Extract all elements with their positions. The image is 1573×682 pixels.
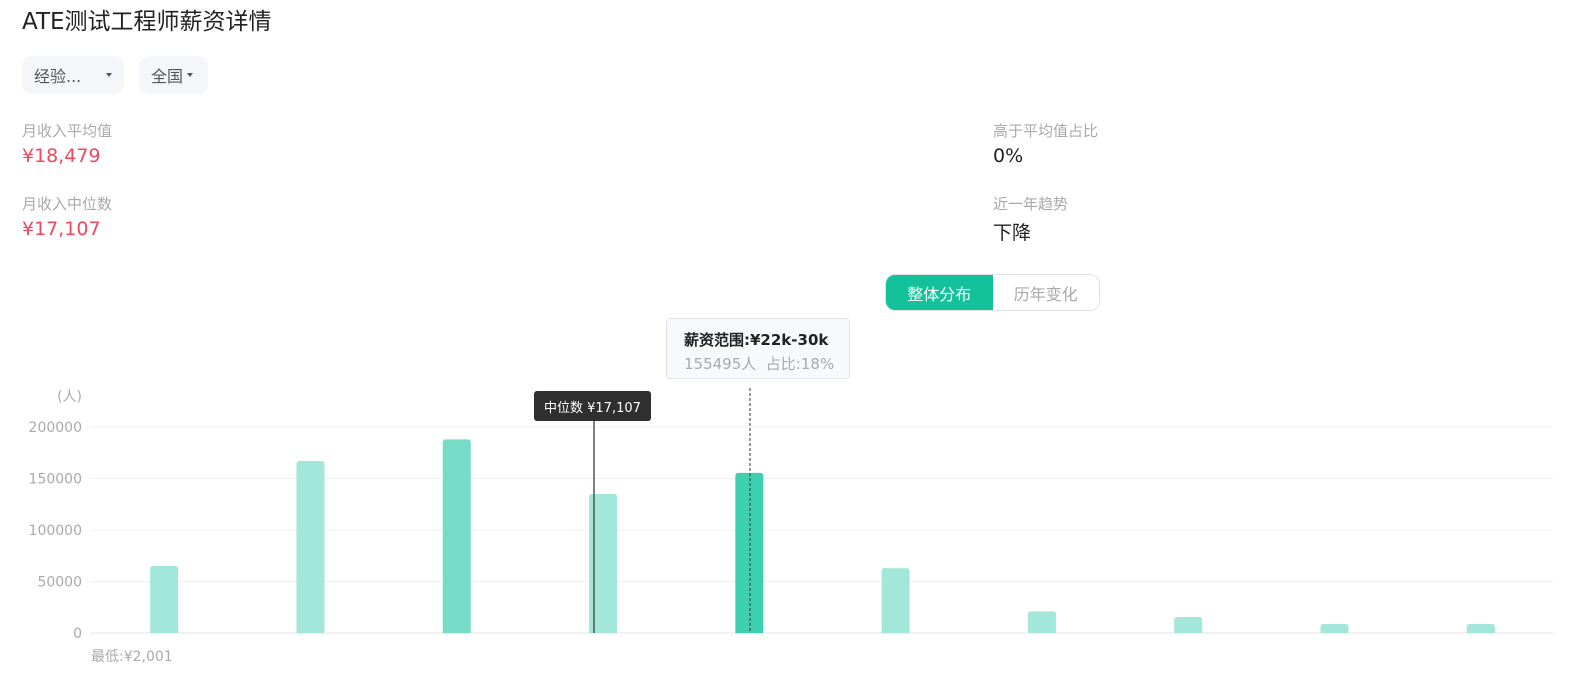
caret-down-icon — [106, 73, 112, 77]
y-tick-label: 100000 — [29, 523, 82, 539]
bar[interactable] — [150, 566, 179, 633]
median-marker: 中位数 ¥17,107 — [534, 391, 651, 421]
avg-label: 月收入平均值 — [22, 122, 113, 140]
bar[interactable] — [589, 493, 618, 633]
bar[interactable] — [1174, 617, 1203, 633]
avg-value: ¥18,479 — [22, 145, 101, 167]
above-avg-value: 0% — [993, 145, 1024, 167]
salary-distribution-chart: (人) 200000 150000 100000 50000 0 最低:¥2,001 — [29, 388, 1553, 665]
experience-dropdown[interactable]: 经验... — [22, 56, 124, 94]
y-tick-label: 150000 — [29, 472, 82, 488]
y-tick-label: 200000 — [29, 420, 82, 436]
experience-dropdown-label: 经验... — [34, 67, 82, 86]
bar[interactable] — [1320, 624, 1349, 633]
tooltip: 薪资范围:¥22k-30k 155495人 占比:18% — [666, 318, 850, 379]
y-tick-label: 50000 — [37, 575, 82, 591]
bar[interactable] — [881, 568, 910, 633]
above-avg-label: 高于平均值占比 — [993, 122, 1099, 140]
trend-label: 近一年趋势 — [993, 195, 1069, 213]
region-dropdown[interactable]: 全国 — [139, 56, 208, 94]
region-dropdown-label: 全国 — [151, 67, 184, 86]
tooltip-title: 薪资范围:¥22k-30k — [684, 331, 829, 349]
page-title: ATE测试工程师薪资详情 — [22, 9, 272, 35]
bar[interactable] — [296, 460, 325, 633]
median-value: ¥17,107 — [22, 218, 101, 240]
view-toggle: 整体分布 历年变化 — [885, 274, 1100, 311]
bar[interactable] — [1027, 611, 1056, 633]
caret-down-icon — [187, 73, 194, 77]
x-axis-min-label: 最低:¥2,001 — [91, 649, 173, 665]
tab-overall-distribution[interactable]: 整体分布 — [886, 275, 993, 310]
y-tick-label: 0 — [73, 626, 82, 642]
bar[interactable] — [442, 439, 471, 633]
tab-yearly-change[interactable]: 历年变化 — [1013, 284, 1078, 304]
y-axis-unit-label: (人) — [57, 389, 82, 405]
median-label: 月收入中位数 — [22, 195, 113, 213]
bar[interactable] — [1466, 624, 1495, 633]
tooltip-detail: 155495人 占比:18% — [684, 355, 835, 373]
trend-value: 下降 — [993, 222, 1032, 244]
bar[interactable] — [735, 472, 764, 633]
